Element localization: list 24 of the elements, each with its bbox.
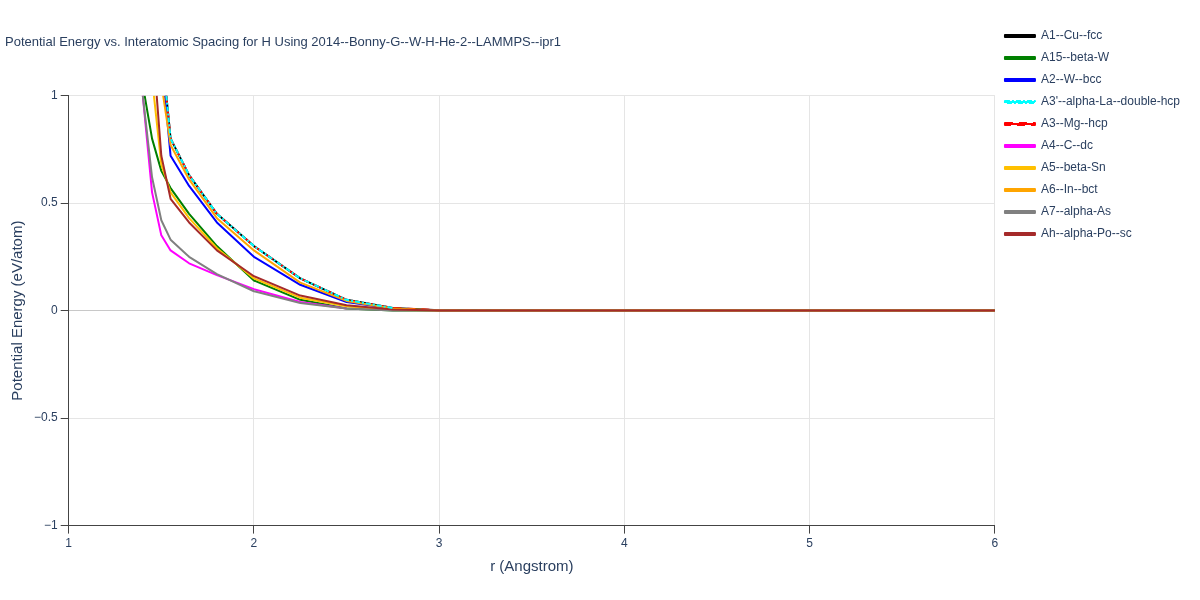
x-axis-title: r (Angstrom) <box>490 557 574 575</box>
legend-label: A2--W--bcc <box>1040 72 1102 87</box>
y-tick-label: −1 <box>44 517 59 532</box>
legend-label: A15--beta-W <box>1040 50 1110 65</box>
x-tick-label: 4 <box>621 536 629 551</box>
legend-label: A7--alpha-As <box>1040 204 1111 219</box>
x-tick-label: 1 <box>65 536 73 551</box>
legend-label: Ah--alpha-Po--sc <box>1040 226 1132 241</box>
y-axis-title: Potential Energy (eV/atom) <box>8 220 26 401</box>
y-tick-label: 0.5 <box>41 195 59 210</box>
x-tick-label: 3 <box>435 536 443 551</box>
x-tick-label: 5 <box>806 536 814 551</box>
y-tick-label: 1 <box>51 87 58 102</box>
legend-label: A5--beta-Sn <box>1040 160 1106 175</box>
legend-label: A3'--alpha-La--double-hcp <box>1040 94 1181 109</box>
legend-label: A6--In--bct <box>1040 182 1099 197</box>
chart-title: Potential Energy vs. Interatomic Spacing for H Using 2014--Bonny-G--W-H-He-2--LAMMPS--ipr1 <box>5 34 562 50</box>
legend-label: A4--C--dc <box>1040 138 1093 153</box>
legend-label: A1--Cu--fcc <box>1040 28 1103 43</box>
x-tick-label: 2 <box>250 536 258 551</box>
x-tick-label: 6 <box>991 536 999 551</box>
y-tick-label: 0 <box>51 302 58 317</box>
legend-label: A3--Mg--hcp <box>1040 116 1108 131</box>
y-tick-label: −0.5 <box>33 410 58 425</box>
